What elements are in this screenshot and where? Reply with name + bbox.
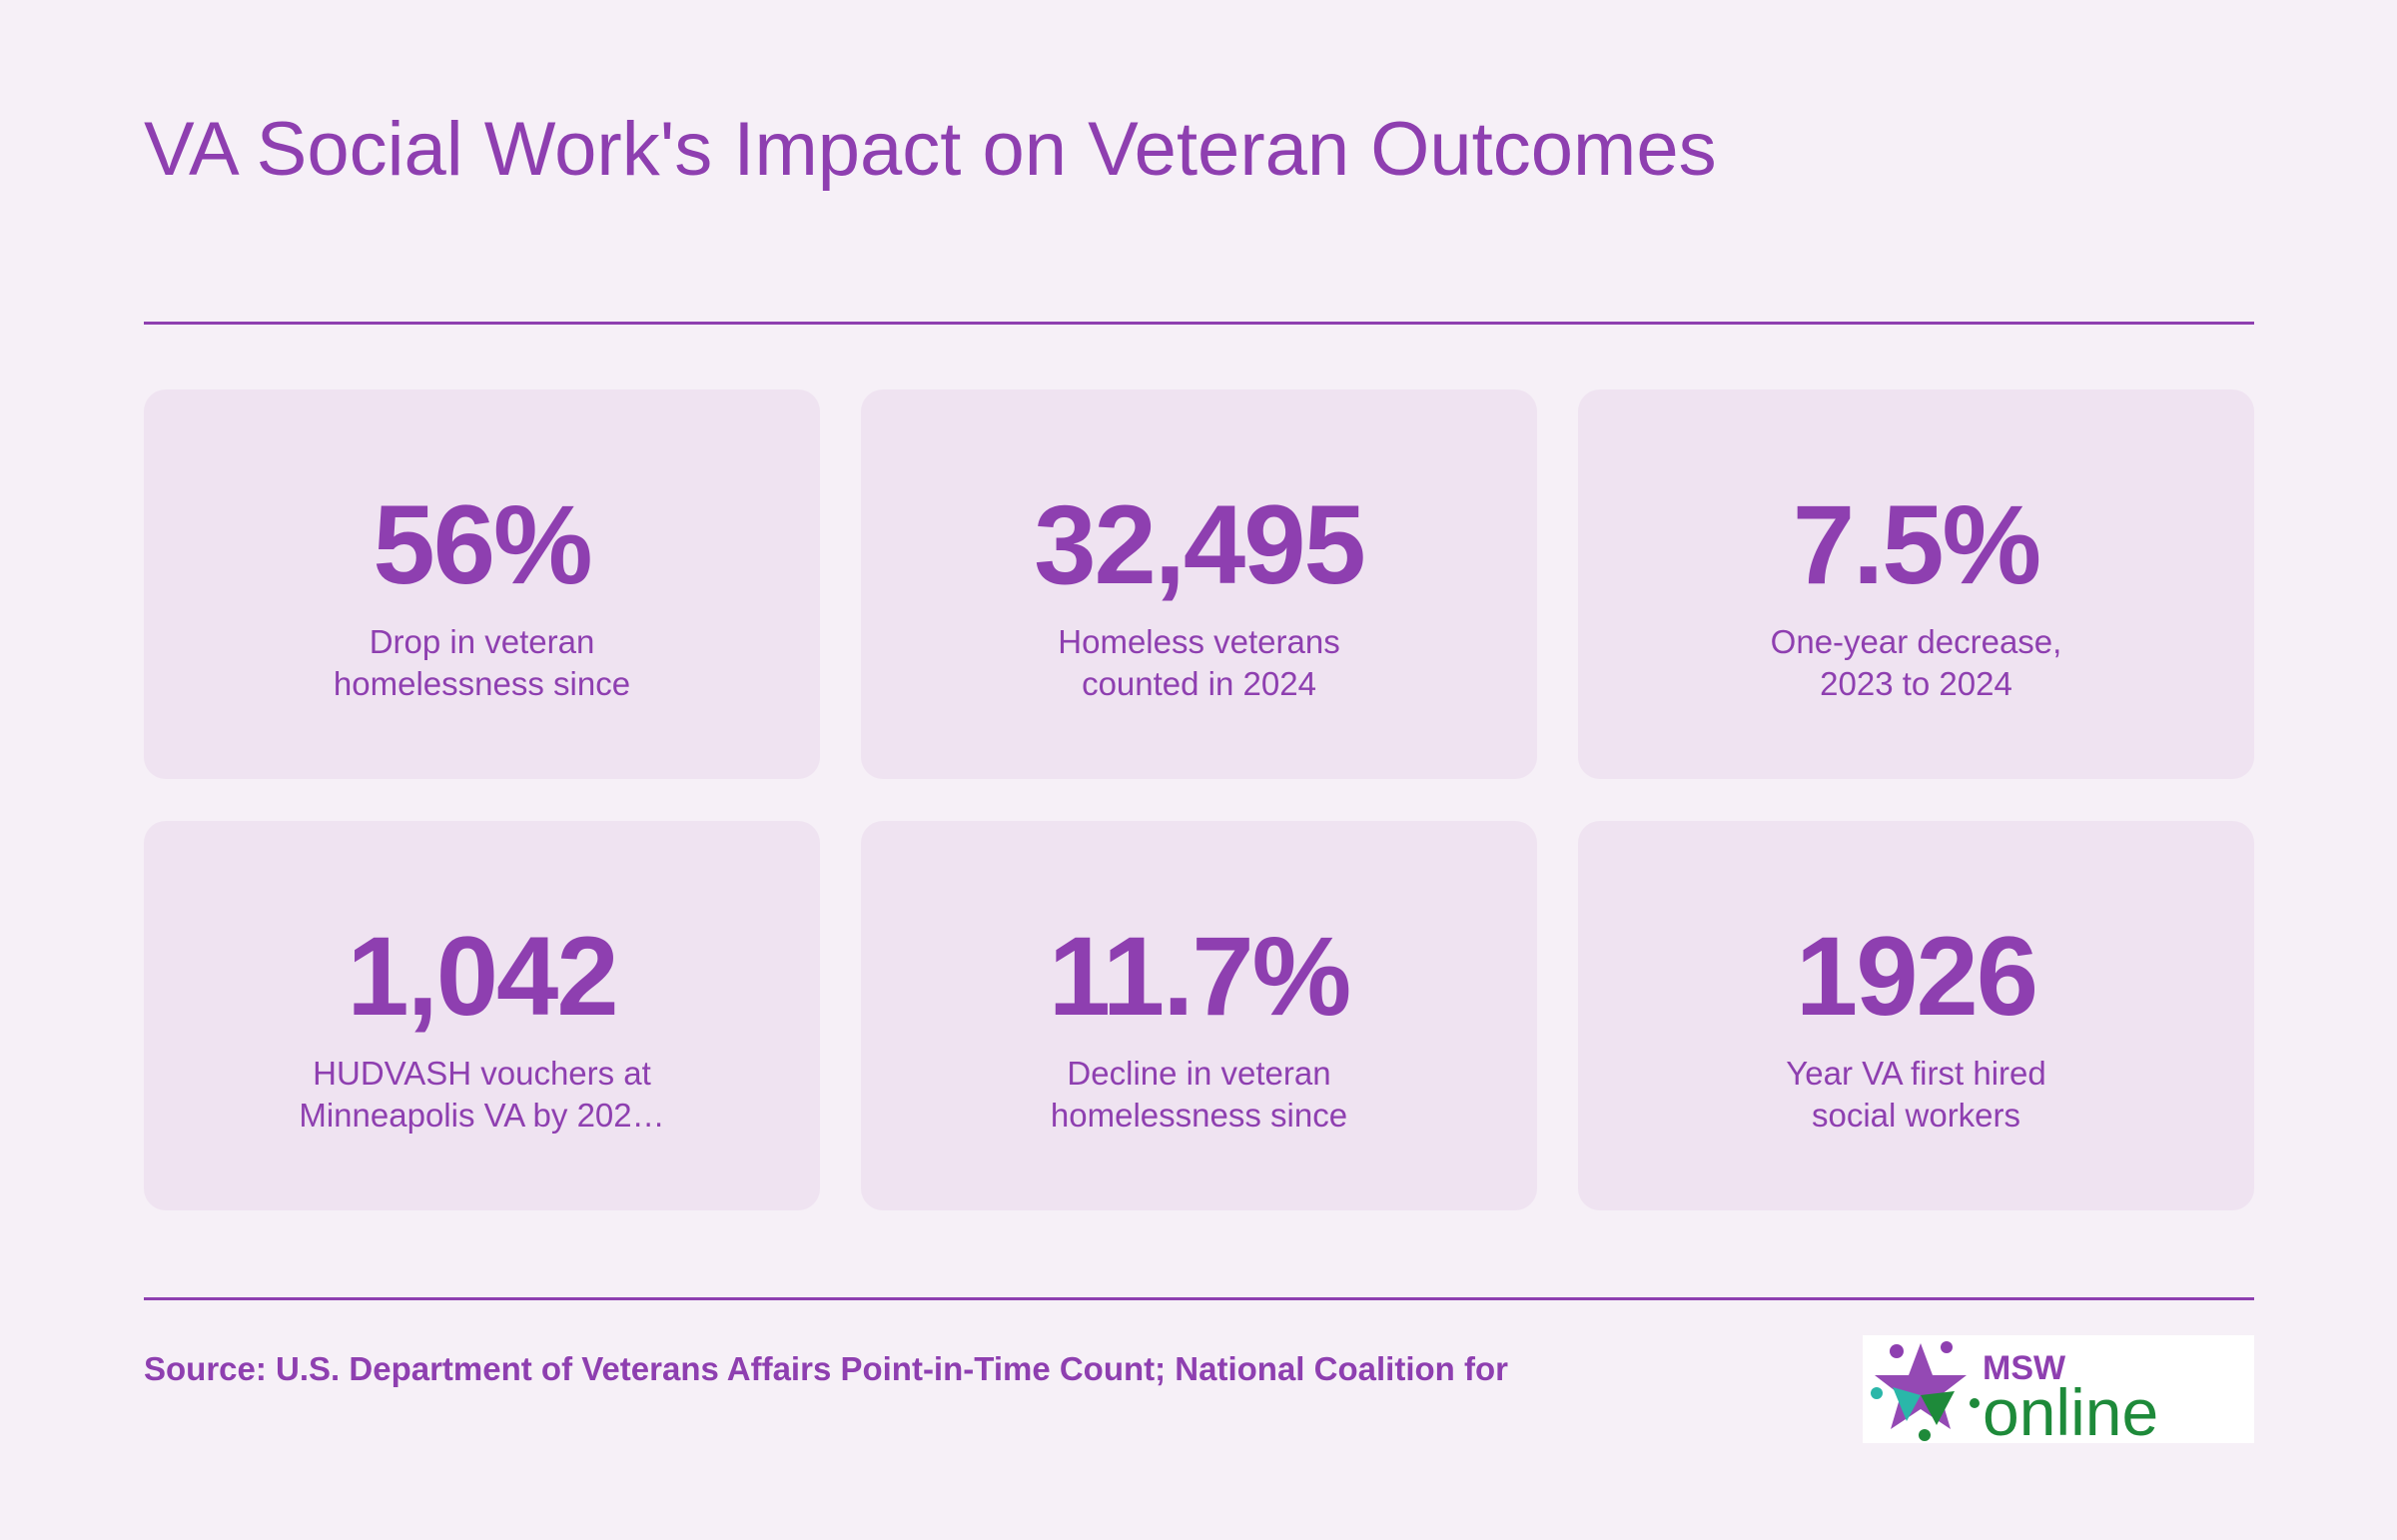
stat-label-line: homelessness since [333, 665, 631, 702]
header-divider [144, 322, 2254, 325]
stat-label-line: Minneapolis VA by 202… [299, 1097, 665, 1134]
stat-label: HUDVASH vouchers at Minneapolis VA by 20… [293, 1053, 672, 1137]
stat-card-hudvash-vouchers: 1,042 HUDVASH vouchers at Minneapolis VA… [144, 821, 820, 1210]
stat-card-homelessness-decline: 11.7% Decline in veteran homelessness si… [861, 821, 1537, 1210]
footer-divider [144, 1297, 2254, 1300]
msw-online-logo-graphic: MSW online [1871, 1341, 2158, 1443]
stat-label-line: social workers [1811, 1097, 2021, 1134]
stat-label-line: One-year decrease, [1770, 623, 2062, 660]
stat-label-line: Year VA first hired [1786, 1055, 2046, 1092]
logo-msw-text: MSW [1983, 1349, 2066, 1387]
stat-label-line: counted in 2024 [1082, 665, 1316, 702]
stat-value: 56% [373, 482, 592, 607]
page-title: VA Social Work's Impact on Veteran Outco… [144, 107, 1717, 192]
msw-online-logo: MSW online [1863, 1335, 2254, 1443]
stat-label-line: Decline in veteran [1067, 1055, 1331, 1092]
stat-label: Homeless veterans counted in 2024 [1010, 621, 1389, 705]
stat-value: 32,495 [1034, 482, 1366, 607]
stat-card-one-year-decrease: 7.5% One-year decrease, 2023 to 2024 [1578, 389, 2254, 779]
stat-label: One-year decrease, 2023 to 2024 [1727, 621, 2106, 705]
stat-value: 1926 [1795, 914, 2038, 1039]
star-people-icon [1871, 1341, 1967, 1441]
stat-label-line: Drop in veteran [369, 623, 595, 660]
stat-label-line: HUDVASH vouchers at [313, 1055, 651, 1092]
stat-card-homelessness-drop: 56% Drop in veteran homelessness since [144, 389, 820, 779]
stat-label: Drop in veteran homelessness since [293, 621, 672, 705]
stat-label: Decline in veteran homelessness since [1010, 1053, 1389, 1137]
stats-grid: 56% Drop in veteran homelessness since 3… [144, 389, 2254, 1210]
stat-card-homeless-veterans: 32,495 Homeless veterans counted in 2024 [861, 389, 1537, 779]
stat-card-first-hired-year: 1926 Year VA first hired social workers [1578, 821, 2254, 1210]
logo-online-text: online [1983, 1375, 2158, 1443]
stat-label-line: 2023 to 2024 [1820, 665, 2012, 702]
stat-value: 7.5% [1792, 482, 2041, 607]
stat-value: 1,042 [347, 914, 618, 1039]
stat-value: 11.7% [1048, 914, 1351, 1039]
source-citation: Source: U.S. Department of Veterans Affa… [144, 1350, 1508, 1387]
stat-label-line: homelessness since [1050, 1097, 1348, 1134]
stat-label-line: Homeless veterans [1058, 623, 1340, 660]
stat-label: Year VA first hired social workers [1727, 1053, 2106, 1137]
